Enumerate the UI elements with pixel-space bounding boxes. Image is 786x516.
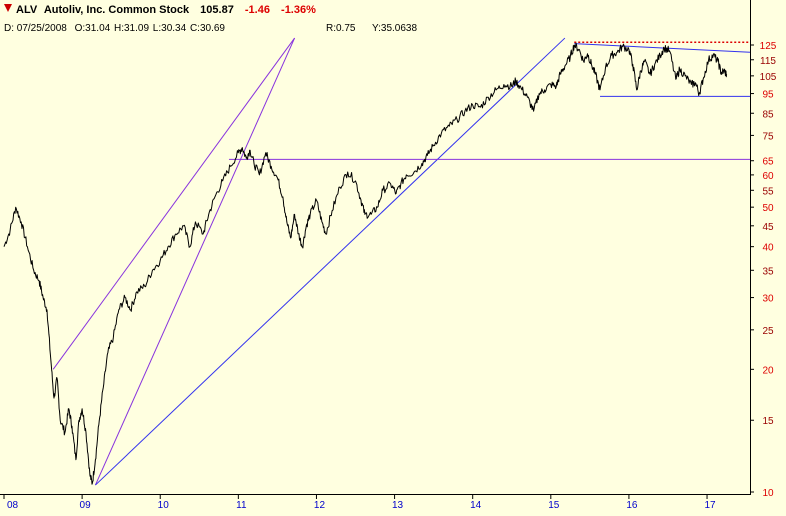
- y-tick-label: 45: [762, 222, 774, 233]
- y-tick-label: 75: [762, 131, 774, 142]
- x-tick-label: 12: [314, 500, 326, 511]
- y-tick-label: 25: [762, 326, 774, 337]
- x-tick-label: 09: [80, 500, 92, 511]
- y-tick-label: 60: [762, 171, 774, 182]
- x-tick-labels: 08 09 10 11 12 13 14 15 16 17: [3, 494, 716, 511]
- price-series-group: [3, 42, 728, 485]
- trendline: [52, 37, 295, 370]
- header-symbol: ALV: [16, 4, 38, 16]
- y-tick-label: 55: [762, 186, 774, 197]
- y-tick-label: 40: [762, 243, 774, 254]
- y-tick-label: 20: [762, 365, 774, 376]
- x-tick-label: 10: [158, 500, 170, 511]
- x-tick-label: 13: [392, 500, 404, 511]
- trendline: [94, 37, 296, 486]
- y-tick-label: 105: [760, 72, 777, 83]
- y-tick-label: 15: [762, 416, 774, 427]
- header-ohlc-line: D: 07/25/2008 O:31.04 H:31.09 L:30.34 C:…: [4, 23, 225, 34]
- header-y-value: Y:35.0638: [372, 23, 417, 34]
- x-tick-label: 11: [236, 500, 247, 511]
- header-low: L:30.34: [153, 23, 187, 34]
- x-tick-label: 15: [548, 500, 560, 511]
- chart-header: ALV Autoliv, Inc. Common Stock 105.87 -1…: [4, 4, 417, 34]
- y-tick-label: 30: [762, 294, 774, 305]
- down-triangle-icon: [4, 4, 12, 12]
- y-tick-label: 35: [762, 266, 774, 277]
- y-tick-label: 10: [762, 488, 774, 499]
- header-last-price: 105.87: [200, 4, 234, 16]
- header-change: -1.46: [245, 4, 270, 16]
- x-tick-label: 17: [704, 500, 716, 511]
- header-r-value: R:0.75: [326, 23, 356, 34]
- y-tick-label: 50: [762, 203, 774, 214]
- x-tick-label: 16: [626, 500, 638, 511]
- x-tick-label: 08: [7, 500, 19, 511]
- header-change-percent: -1.36%: [281, 4, 316, 16]
- y-tick-label: 95: [762, 90, 774, 101]
- header-company-name: Autoliv, Inc. Common Stock: [44, 4, 190, 16]
- y-tick-labels: 125 115 105 95 85 75 65 60 55 50 45 40 35 30 25 20 15 10: [750, 41, 777, 499]
- y-tick-label: 65: [762, 157, 774, 168]
- header-title-line: ALV Autoliv, Inc. Common Stock 105.87 -1…: [16, 4, 316, 16]
- y-tick-label: 115: [760, 56, 776, 67]
- x-tick-label: 14: [470, 500, 482, 511]
- header-close: C:30.69: [190, 23, 225, 34]
- y-tick-label: 125: [760, 41, 777, 52]
- trendline: [574, 43, 751, 53]
- trendline: [95, 37, 566, 486]
- header-open: O:31.04: [75, 23, 111, 34]
- trendlines: [52, 37, 751, 486]
- header-date: D: 07/25/2008: [4, 23, 67, 34]
- header-high: H:31.09: [114, 23, 149, 34]
- y-tick-label: 85: [762, 109, 774, 120]
- price-series-line: [3, 42, 728, 485]
